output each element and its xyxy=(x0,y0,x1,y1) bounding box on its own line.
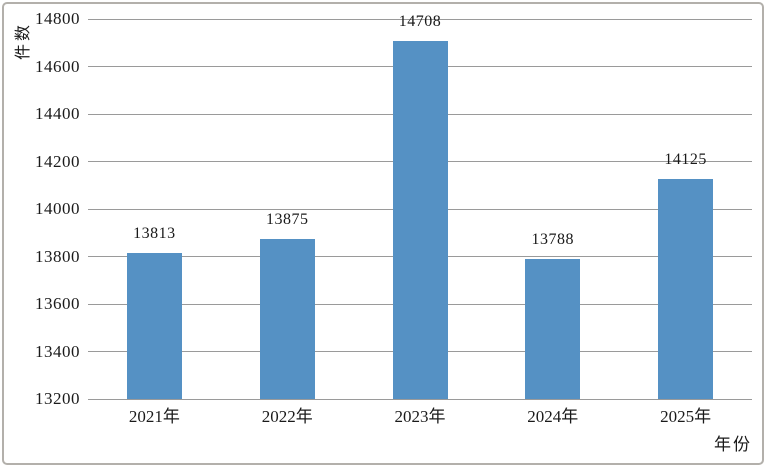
y-tick-label: 14800 xyxy=(35,9,80,28)
bar-2025年 xyxy=(658,179,714,399)
x-axis-title: 年份 xyxy=(714,435,752,454)
bar-2021年 xyxy=(126,253,182,399)
bar-value-label: 13788 xyxy=(531,231,575,249)
y-tick-label: 13600 xyxy=(35,294,80,313)
x-tick-label: 2022年 xyxy=(261,407,313,426)
y-tick-label: 13200 xyxy=(35,389,80,408)
x-tick-label: 2023年 xyxy=(394,407,446,426)
y-tick-label: 13800 xyxy=(35,246,80,266)
y-tick-label: 14200 xyxy=(35,151,80,171)
y-tick-label: 14400 xyxy=(35,104,80,123)
x-tick-label: 2021年 xyxy=(128,407,180,426)
bar-value-label: 14708 xyxy=(398,12,442,30)
x-tick-label: 2024年 xyxy=(527,407,579,426)
bar-value-label: 14125 xyxy=(664,151,707,169)
y-tick-label: 13400 xyxy=(35,341,80,361)
bar-2024年 xyxy=(525,259,581,399)
bar-value-label: 13813 xyxy=(133,225,176,243)
gridline-y-13200 xyxy=(88,398,752,400)
gridline-y-14800 xyxy=(88,18,752,20)
y-tick-label: 14600 xyxy=(35,56,80,76)
bar-2023年 xyxy=(392,40,448,399)
bar-value-label: 13875 xyxy=(265,210,309,228)
y-tick-label: 14000 xyxy=(35,199,80,218)
bar-2022年 xyxy=(259,238,315,399)
x-tick-label: 2025年 xyxy=(660,407,712,426)
